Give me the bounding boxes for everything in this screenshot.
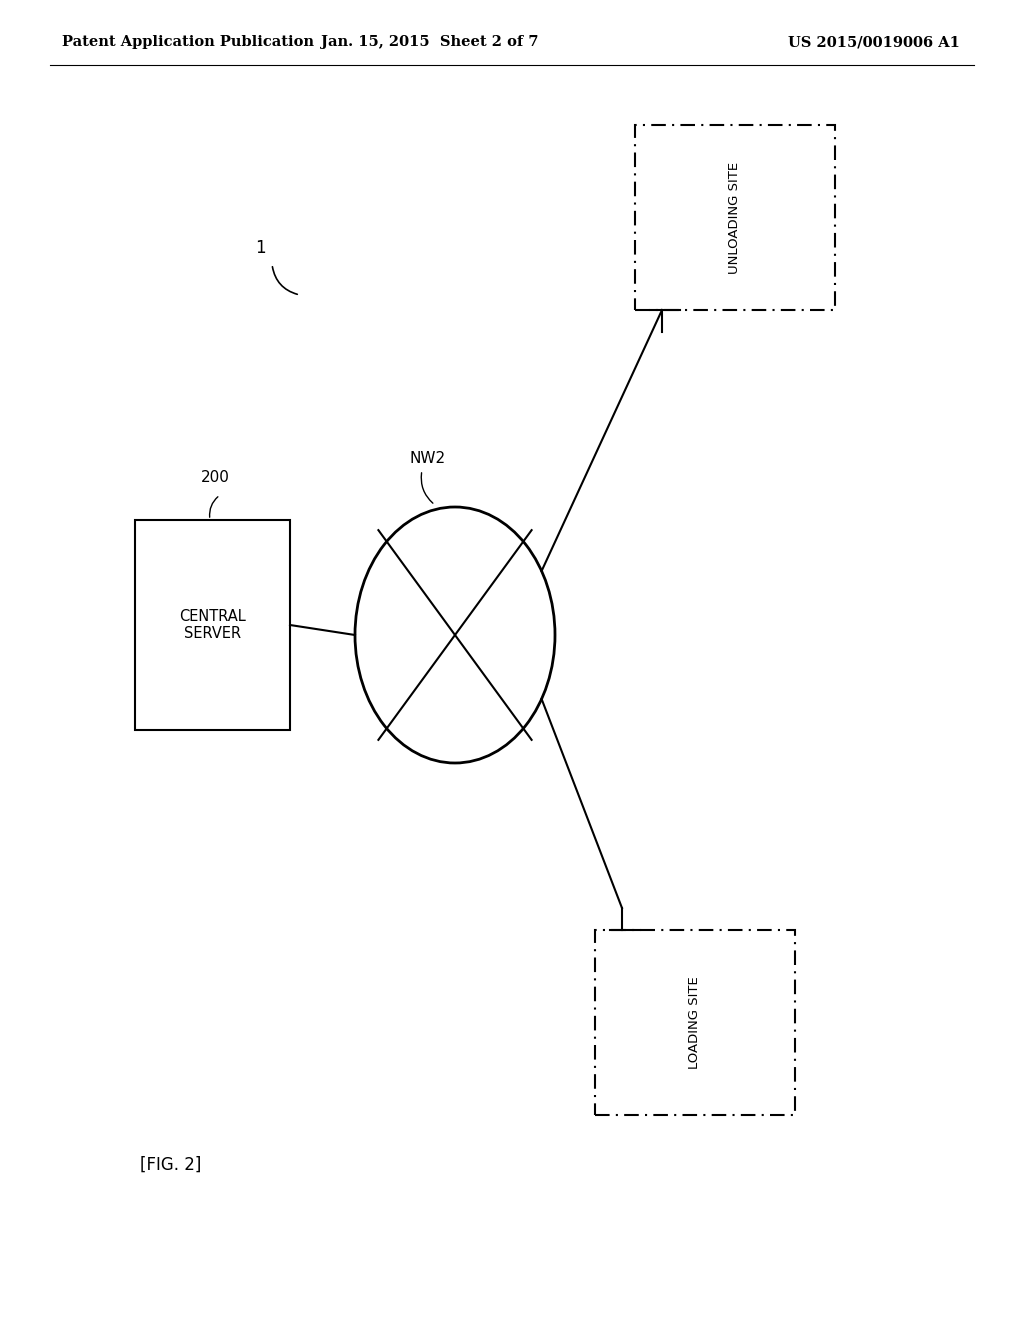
Text: LOADING SITE: LOADING SITE — [688, 975, 701, 1069]
Text: [FIG. 2]: [FIG. 2] — [140, 1156, 202, 1173]
Text: Jan. 15, 2015  Sheet 2 of 7: Jan. 15, 2015 Sheet 2 of 7 — [322, 36, 539, 49]
Text: NW2: NW2 — [410, 450, 446, 466]
Bar — [135, 520, 290, 730]
Bar — [635, 125, 835, 310]
Text: 1: 1 — [255, 239, 265, 257]
Text: Patent Application Publication: Patent Application Publication — [62, 36, 314, 49]
Text: CENTRAL
SERVER: CENTRAL SERVER — [179, 609, 246, 642]
Text: 200: 200 — [201, 470, 229, 484]
Text: UNLOADING SITE: UNLOADING SITE — [728, 161, 741, 273]
Text: US 2015/0019006 A1: US 2015/0019006 A1 — [788, 36, 961, 49]
Bar — [595, 931, 795, 1115]
